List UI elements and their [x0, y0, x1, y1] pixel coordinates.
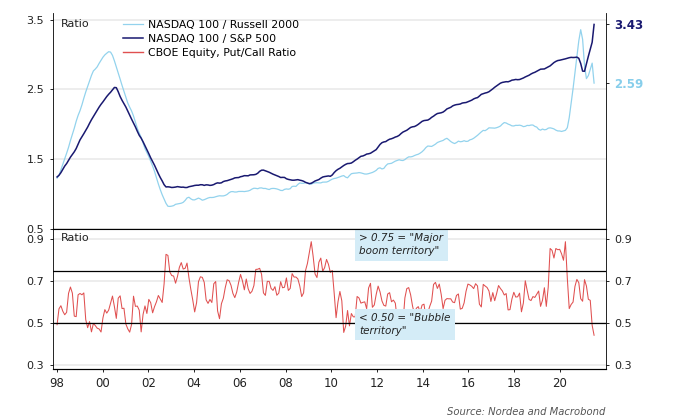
Text: > 0.75 = "Major
boom territory": > 0.75 = "Major boom territory" — [359, 233, 443, 256]
Text: Ratio: Ratio — [61, 233, 90, 243]
Text: < 0.50 = "Bubble
territory": < 0.50 = "Bubble territory" — [359, 313, 451, 336]
Text: Source: Nordea and Macrobond: Source: Nordea and Macrobond — [447, 407, 606, 417]
Legend: NASDAQ 100 / Russell 2000, NASDAQ 100 / S&P 500, CBOE Equity, Put/Call Ratio: NASDAQ 100 / Russell 2000, NASDAQ 100 / … — [119, 16, 304, 62]
Text: Ratio: Ratio — [61, 19, 90, 29]
